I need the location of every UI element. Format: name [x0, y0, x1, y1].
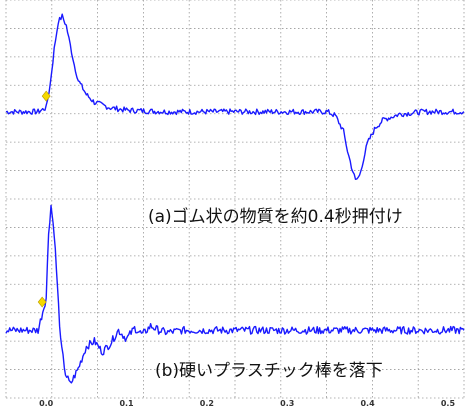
x-tick-label: 0.1 [119, 399, 134, 408]
markers [37, 90, 51, 308]
x-tick-label: 0.2 [200, 399, 214, 408]
labels: (a)ゴム状の物質を約0.4秒押付け (b)硬いプラスチック棒を落下 0.0 0.1 0… [39, 206, 455, 408]
trigger-marker-b [37, 296, 47, 308]
panel-caption-a: (a)ゴム状の物質を約0.4秒押付け [148, 206, 403, 227]
trace-b-line [5, 204, 465, 384]
x-tick-label: 0.3 [280, 399, 294, 408]
x-tick-label: 0.4 [360, 399, 375, 408]
trace-a-line [5, 13, 465, 180]
x-tick-label: 0.0 [39, 399, 54, 408]
traces [5, 13, 465, 384]
grid [5, 0, 465, 399]
panel-caption-b: (b)硬いプラスチック棒を落下 [155, 361, 383, 381]
x-tick-label: 0.5 [441, 399, 456, 408]
trigger-marker-a [41, 90, 51, 102]
